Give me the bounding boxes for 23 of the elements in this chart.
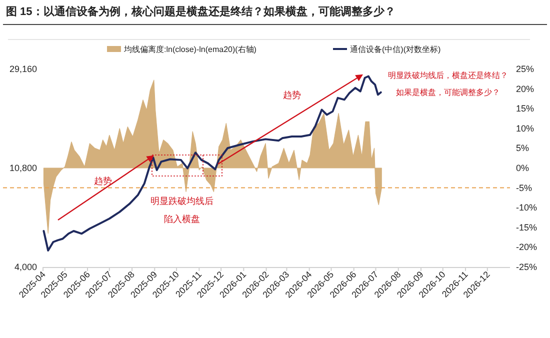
chart-title: 图 15：以通信设备为例，核心问题是横盘还是终结？如果横盘，可能调整多少？ — [6, 5, 396, 18]
y2-tick-label: -10% — [516, 202, 538, 213]
y2-tick-label: 25% — [516, 64, 534, 74]
annotation: 明显跌破均线后，横盘还是终结？ — [388, 71, 508, 80]
annotation: 趋势 — [94, 176, 112, 186]
y2-tick-label: 10% — [516, 123, 534, 134]
y-tick-label: 29,160 — [9, 64, 37, 74]
legend-label: 均线偏离度:ln(close)-ln(ema20)(右轴) — [123, 45, 257, 54]
y-tick-label: 4,000 — [14, 262, 37, 272]
y2-tick-label: -15% — [516, 222, 538, 232]
y-tick-label: 10,800 — [9, 163, 37, 173]
y2-tick-label: 0% — [516, 163, 530, 173]
y2-tick-label: -5% — [516, 182, 532, 193]
annotation: 如果是横盘，可能调整多少？ — [396, 88, 500, 97]
annotation: 趋势 — [283, 90, 301, 100]
y2-tick-label: 20% — [516, 84, 534, 94]
y2-tick-label: 15% — [516, 104, 534, 114]
legend-label: 通信设备(中信)(对数坐标) — [350, 45, 441, 54]
y2-tick-label: -25% — [516, 262, 538, 272]
annotation: 陷入横盘 — [164, 214, 200, 224]
annotation: 明显跌破均线后 — [150, 196, 214, 206]
y2-tick-label: 5% — [516, 143, 530, 154]
y2-tick-label: -20% — [516, 242, 538, 252]
